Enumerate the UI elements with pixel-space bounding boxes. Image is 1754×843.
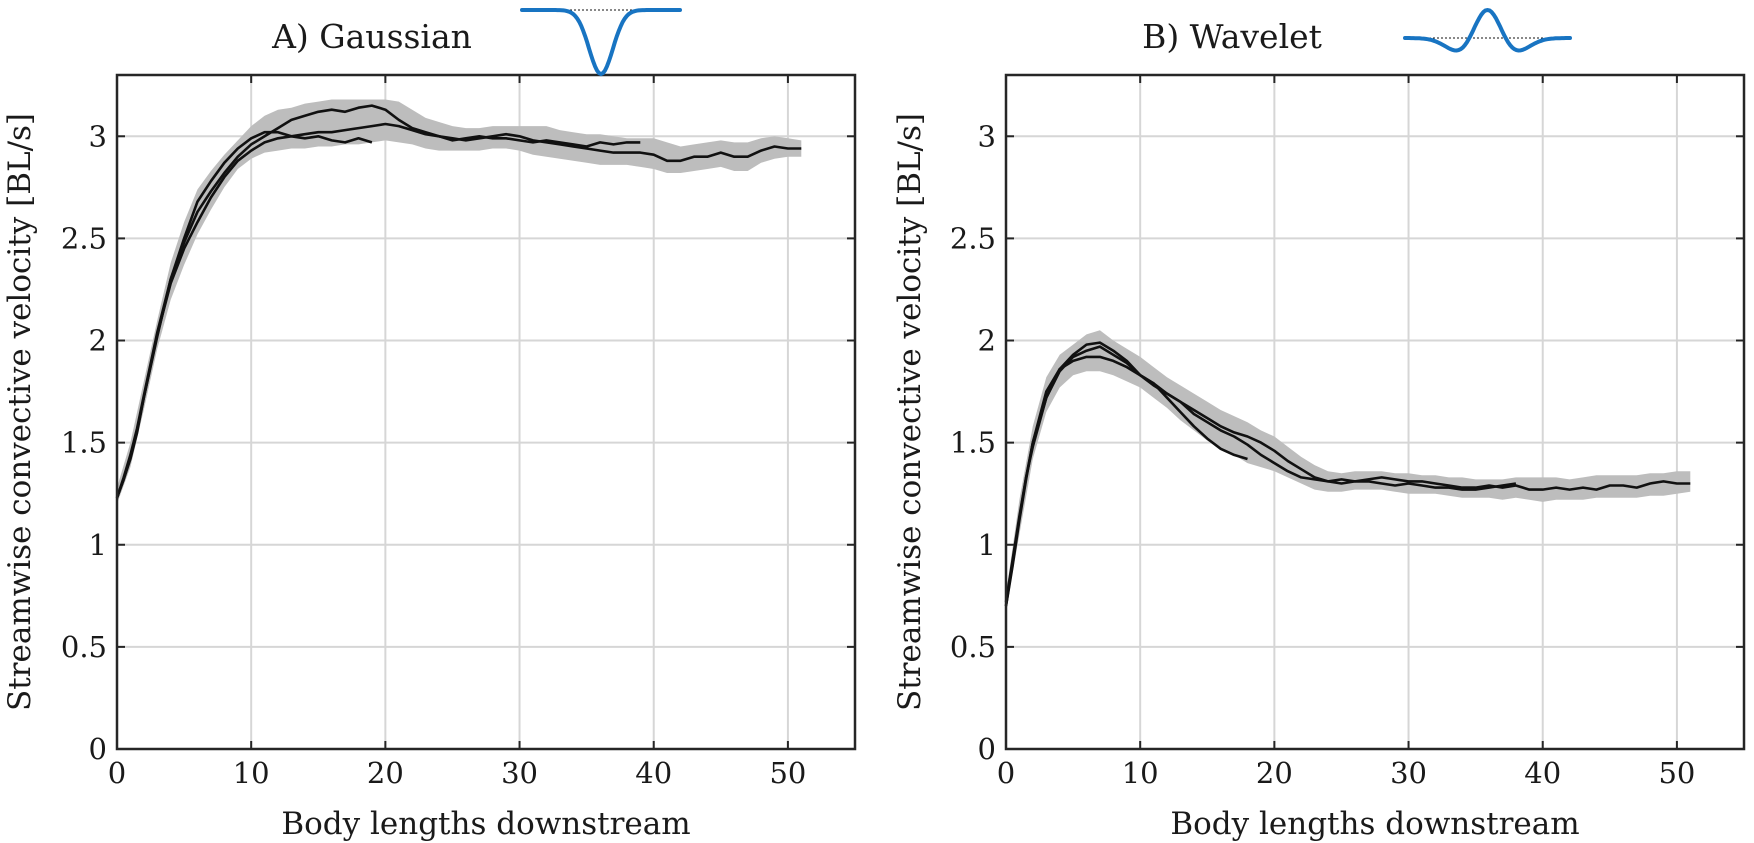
x-tick-label: 10 [1122, 756, 1159, 790]
x-axis-label: Body lengths downstream [281, 806, 690, 842]
y-tick-label: 1.5 [61, 426, 107, 460]
panel-wavelet: B) Wavelet 0 10 20 30 40 50 0 0.5 1 1.5 2 2.5 3 Body … [892, 7, 1746, 842]
y-tick-label: 2 [89, 324, 107, 358]
x-tick-label: 20 [367, 756, 404, 790]
y-tick-label: 1 [89, 528, 107, 562]
y-tick-label: 2.5 [950, 221, 996, 255]
y-tick-label: 0 [89, 732, 107, 766]
x-tick-label: 50 [1658, 756, 1695, 790]
x-tick-label: 50 [769, 756, 806, 790]
panel-gaussian: A) Gaussian 0 10 20 30 40 50 0 0.5 1 1.5 2 2.5 3 Body… [2, 8, 857, 842]
y-tick-label: 0.5 [61, 630, 107, 664]
y-axis-label: Streamwise convective velocity [BL/s] [2, 113, 38, 711]
waveform [1403, 7, 1572, 53]
grid [117, 75, 855, 749]
x-tick-label: 30 [501, 756, 538, 790]
x-tick-label: 10 [233, 756, 270, 790]
series-line-trial-2 [115, 104, 641, 499]
gaussian-waveform-icon [520, 8, 682, 77]
x-tick-label: 20 [1256, 756, 1293, 790]
x-tick-label: 30 [1390, 756, 1427, 790]
x-tick-label: 40 [635, 756, 672, 790]
panel-title: A) Gaussian [271, 17, 472, 56]
y-tick-label: 0 [978, 732, 996, 766]
panel-title: B) Wavelet [1142, 17, 1322, 56]
axes-frame [115, 73, 857, 751]
y-tick-label: 2 [978, 324, 996, 358]
x-tick-label: 0 [997, 756, 1015, 790]
x-axis-label: Body lengths downstream [1170, 806, 1579, 842]
series-line-trial-1 [1004, 345, 1248, 607]
y-axis-label: Streamwise convective velocity [BL/s] [892, 113, 928, 711]
y-tick-label: 1 [978, 528, 996, 562]
y-tick-label: 3 [89, 119, 107, 153]
x-tick-label: 40 [1524, 756, 1561, 790]
wavelet-waveform-icon [1403, 7, 1572, 53]
y-tick-label: 2.5 [61, 221, 107, 255]
series-line-trial-2 [1004, 355, 1517, 607]
variability-band [1006, 330, 1691, 611]
x-tick-label: 0 [108, 756, 126, 790]
series-line-trial-3 [1004, 341, 1691, 603]
series-line-trial-3 [115, 122, 802, 499]
y-tick-label: 1.5 [950, 426, 996, 460]
grid [1006, 75, 1744, 749]
y-tick-label: 0.5 [950, 630, 996, 664]
y-tick-label: 3 [978, 119, 996, 153]
axes-frame [1004, 73, 1746, 751]
waveform [520, 8, 682, 77]
